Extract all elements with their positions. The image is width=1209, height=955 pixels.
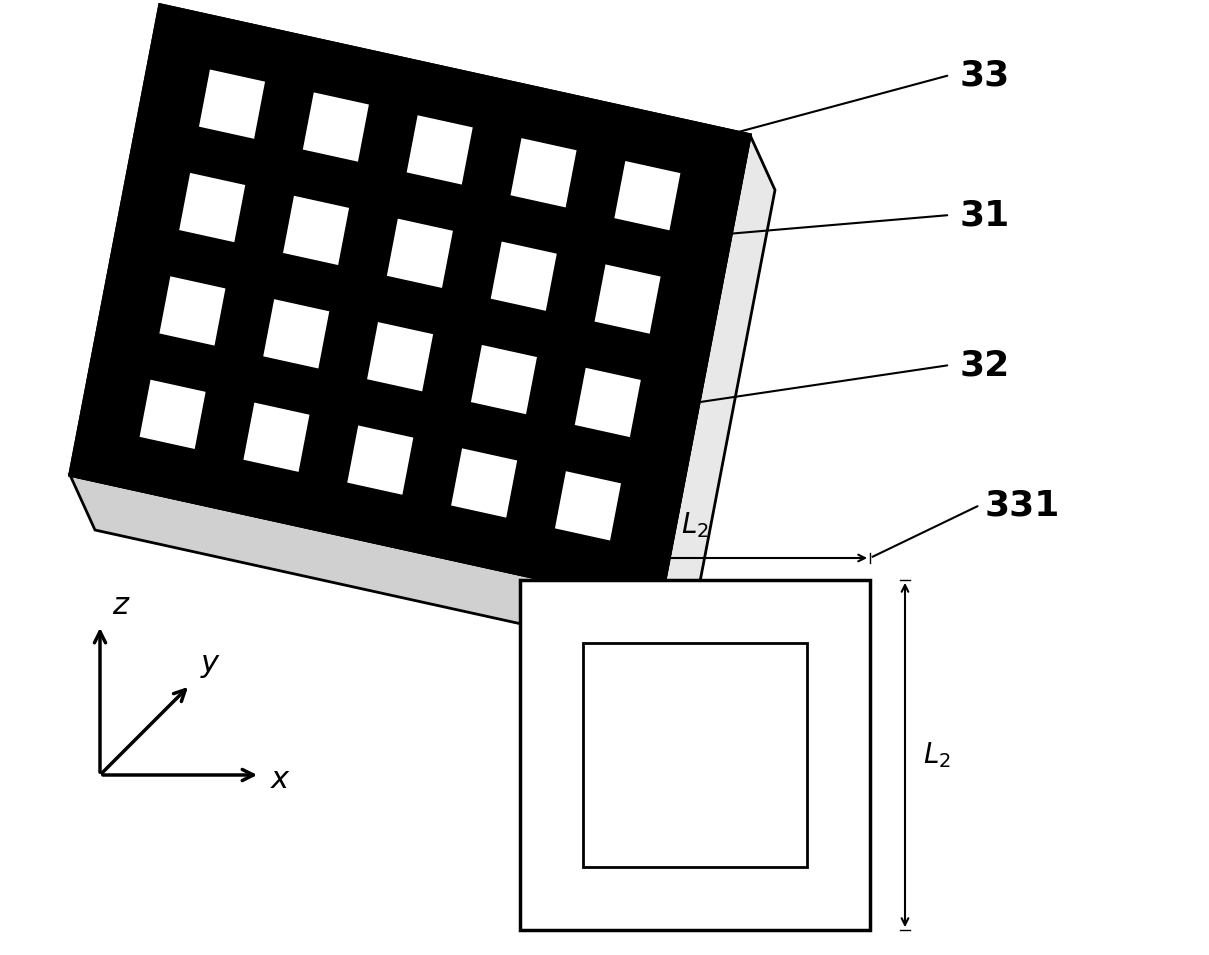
Text: $z$: $z$ xyxy=(112,591,131,620)
Polygon shape xyxy=(244,280,348,388)
Bar xyxy=(583,643,806,867)
Text: 33: 33 xyxy=(960,58,1011,92)
Polygon shape xyxy=(179,173,245,243)
Polygon shape xyxy=(121,360,224,469)
Polygon shape xyxy=(243,403,310,472)
Polygon shape xyxy=(70,5,750,605)
Polygon shape xyxy=(225,383,328,492)
Bar xyxy=(520,580,870,930)
Polygon shape xyxy=(347,425,413,495)
Polygon shape xyxy=(470,345,537,414)
Polygon shape xyxy=(406,116,473,184)
Polygon shape xyxy=(387,219,453,288)
Text: $L_2$: $L_2$ xyxy=(681,510,708,540)
Polygon shape xyxy=(302,93,369,161)
Polygon shape xyxy=(199,70,265,138)
Text: 32: 32 xyxy=(960,348,1011,382)
Polygon shape xyxy=(452,326,556,434)
Polygon shape xyxy=(451,448,517,518)
Polygon shape xyxy=(265,177,368,285)
Polygon shape xyxy=(510,138,577,207)
Polygon shape xyxy=(473,223,575,330)
Polygon shape xyxy=(140,257,244,365)
Polygon shape xyxy=(614,161,681,230)
Text: $x$: $x$ xyxy=(270,766,291,795)
Polygon shape xyxy=(492,118,595,227)
Polygon shape xyxy=(180,50,284,159)
Polygon shape xyxy=(70,475,686,660)
Polygon shape xyxy=(329,406,432,514)
Polygon shape xyxy=(575,244,679,353)
Polygon shape xyxy=(388,96,491,204)
Polygon shape xyxy=(433,429,536,537)
Polygon shape xyxy=(161,154,264,262)
Polygon shape xyxy=(491,242,557,310)
Polygon shape xyxy=(574,368,641,437)
Polygon shape xyxy=(348,303,452,411)
Polygon shape xyxy=(284,73,387,181)
Polygon shape xyxy=(537,452,640,560)
Polygon shape xyxy=(264,299,329,369)
Text: $L_2$: $L_2$ xyxy=(922,740,950,770)
Polygon shape xyxy=(595,265,660,333)
Polygon shape xyxy=(556,349,659,456)
Polygon shape xyxy=(160,276,225,346)
Polygon shape xyxy=(369,200,472,308)
Polygon shape xyxy=(368,322,433,392)
Polygon shape xyxy=(660,135,775,660)
Polygon shape xyxy=(283,196,349,265)
Text: $w_2$: $w_2$ xyxy=(537,770,566,790)
Text: 331: 331 xyxy=(985,488,1060,522)
Text: 31: 31 xyxy=(960,198,1011,232)
Polygon shape xyxy=(555,471,621,541)
Text: $y$: $y$ xyxy=(199,651,221,680)
Polygon shape xyxy=(139,380,206,449)
Polygon shape xyxy=(596,141,699,250)
